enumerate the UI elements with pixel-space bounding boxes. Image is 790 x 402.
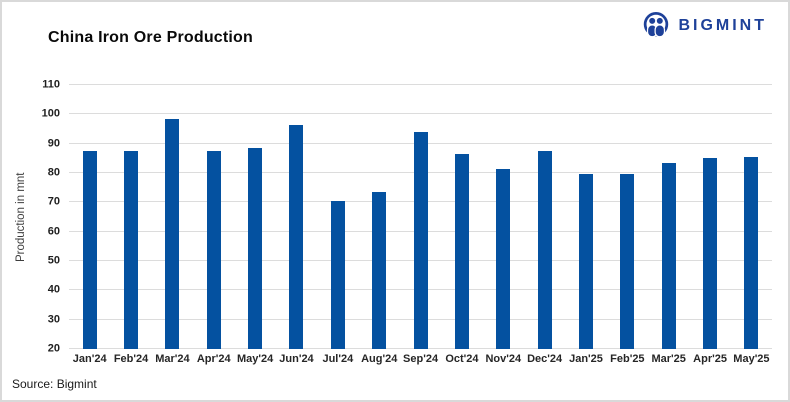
- bar-Feb'24: [124, 151, 139, 349]
- x-tick-label: Dec'24: [527, 353, 563, 365]
- bar-slot: [400, 85, 441, 349]
- y-tick-label: 110: [42, 78, 60, 91]
- bar-slot: [731, 85, 772, 349]
- bar-slot: [317, 85, 358, 349]
- y-tick-label: 60: [47, 225, 60, 238]
- bar-Oct'24: [454, 153, 469, 349]
- y-tick-label: 70: [47, 195, 60, 208]
- bar-Apr'24: [206, 151, 221, 349]
- x-tick-label: Aug'24: [361, 353, 398, 365]
- bar-slot: [648, 85, 689, 349]
- bar-slot: [234, 85, 275, 349]
- bar-Dec'24: [537, 151, 552, 349]
- x-tick-label: Mar'25: [651, 353, 686, 365]
- source-note: Source: Bigmint: [12, 377, 97, 391]
- bar-Nov'24: [496, 168, 511, 349]
- y-tick-label: 90: [47, 137, 60, 150]
- bar-slot: [193, 85, 234, 349]
- bar-slot: [483, 85, 524, 349]
- bar-Feb'25: [620, 174, 635, 349]
- x-tick-label: Jan'24: [72, 353, 107, 365]
- x-tick-label: May'24: [236, 353, 274, 365]
- bar-Jul'24: [330, 200, 345, 349]
- bar-Aug'24: [372, 192, 387, 349]
- bar-slot: [524, 85, 565, 349]
- x-tick-label: Apr'25: [693, 353, 727, 365]
- bar-Jan'25: [578, 174, 593, 349]
- bar-slot: [110, 85, 151, 349]
- bigmint-logo-icon: [644, 12, 669, 38]
- bar-slot: [689, 85, 730, 349]
- bar-Apr'25: [703, 158, 718, 349]
- bar-slot: [607, 85, 648, 349]
- x-tick-label: Feb'25: [610, 353, 645, 365]
- bar-Jan'24: [82, 151, 97, 349]
- x-tick-label: Feb'24: [113, 353, 149, 365]
- bigmint-logo: BIGMINT: [641, 10, 767, 42]
- bar-slot: [69, 85, 110, 349]
- y-tick-label: 50: [47, 254, 60, 267]
- y-tick-label: 100: [41, 107, 60, 120]
- plot-area: [69, 84, 772, 349]
- bar-slot: [565, 85, 606, 349]
- bar-Mar'24: [165, 118, 180, 349]
- bar-slot: [441, 85, 482, 349]
- y-tick-label: 40: [47, 283, 60, 296]
- x-tick-label: Mar'24: [155, 353, 190, 365]
- x-tick-label: Jun'24: [279, 353, 314, 365]
- bar-Mar'25: [661, 162, 676, 349]
- gridline: [69, 113, 772, 115]
- y-axis-tick-labels: 20 30 40 50 60 70 80 90 100 110: [2, 79, 60, 354]
- bar-Sep'24: [413, 131, 428, 349]
- bar-slot: [276, 85, 317, 349]
- x-tick-label: May'25: [733, 353, 770, 365]
- x-tick-label: Nov'24: [485, 353, 522, 365]
- x-tick-label: Apr'24: [196, 353, 231, 365]
- gridline: [69, 84, 772, 85]
- bar-May'25: [744, 156, 759, 349]
- x-tick-label: Oct'24: [445, 353, 479, 365]
- x-axis-tick-labels: Jan'24 Feb'24 Mar'24 Apr'24 May'24 Jun'24 Jul'…: [69, 354, 772, 365]
- bars: [69, 85, 772, 349]
- y-tick-label: 80: [47, 166, 60, 179]
- bar-May'24: [248, 148, 263, 349]
- x-tick-label: Jul'24: [322, 353, 354, 365]
- bigmint-logo-text: BIGMINT: [678, 17, 767, 34]
- bar-slot: [152, 85, 193, 349]
- y-tick-label: 30: [47, 313, 60, 326]
- y-tick-label: 20: [47, 342, 60, 355]
- bar-slot: [359, 85, 400, 349]
- bar-Jun'24: [289, 124, 304, 349]
- x-tick-label: Jan'25: [569, 353, 603, 365]
- x-tick-label: Sep'24: [403, 353, 439, 365]
- chart-title: China Iron Ore Production: [48, 29, 254, 46]
